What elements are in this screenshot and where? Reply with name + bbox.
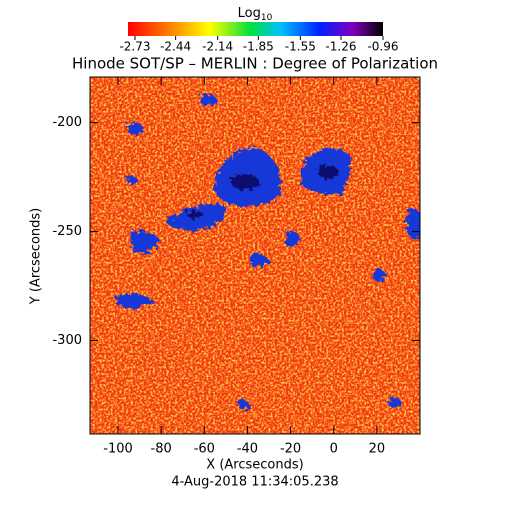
y-tick-label: -300 xyxy=(52,333,82,348)
colorbar-tick-label: -2.44 xyxy=(160,40,191,54)
y-tick-label: -200 xyxy=(52,115,82,130)
x-tick-label: -40 xyxy=(237,442,258,457)
x-tick-label: -60 xyxy=(194,442,215,457)
x-tick-label: 0 xyxy=(330,442,338,457)
colorbar-tick-label: -1.55 xyxy=(285,40,316,54)
x-tick-label: -100 xyxy=(103,442,133,457)
colorbar xyxy=(128,22,383,36)
x-tick-label: 20 xyxy=(369,442,386,457)
colorbar-label-base: Log xyxy=(238,6,261,21)
colorbar-label-subscript: 10 xyxy=(261,13,273,23)
colorbar-label: Log10 xyxy=(238,6,273,23)
x-tick-label: -20 xyxy=(280,442,301,457)
y-axis-label: Y (Arcseconds) xyxy=(29,208,44,305)
colorbar-tick-label: -2.14 xyxy=(202,40,233,54)
colorbar-tick-label: -1.26 xyxy=(325,40,356,54)
chart-title: Hinode SOT/SP – MERLIN : Degree of Polar… xyxy=(72,55,438,73)
annotation: 4-Aug-2018 11:34:05.238 xyxy=(171,475,338,490)
y-tick-label: -250 xyxy=(52,224,82,239)
plot-frame xyxy=(89,76,421,435)
colorbar-tick-label: -2.73 xyxy=(119,40,150,54)
heatmap-image xyxy=(90,77,420,434)
colorbar-tick-label: -1.85 xyxy=(243,40,274,54)
x-axis-label: X (Arcseconds) xyxy=(206,458,303,473)
x-tick-label: -80 xyxy=(151,442,172,457)
colorbar-tick-label: -0.96 xyxy=(367,40,398,54)
